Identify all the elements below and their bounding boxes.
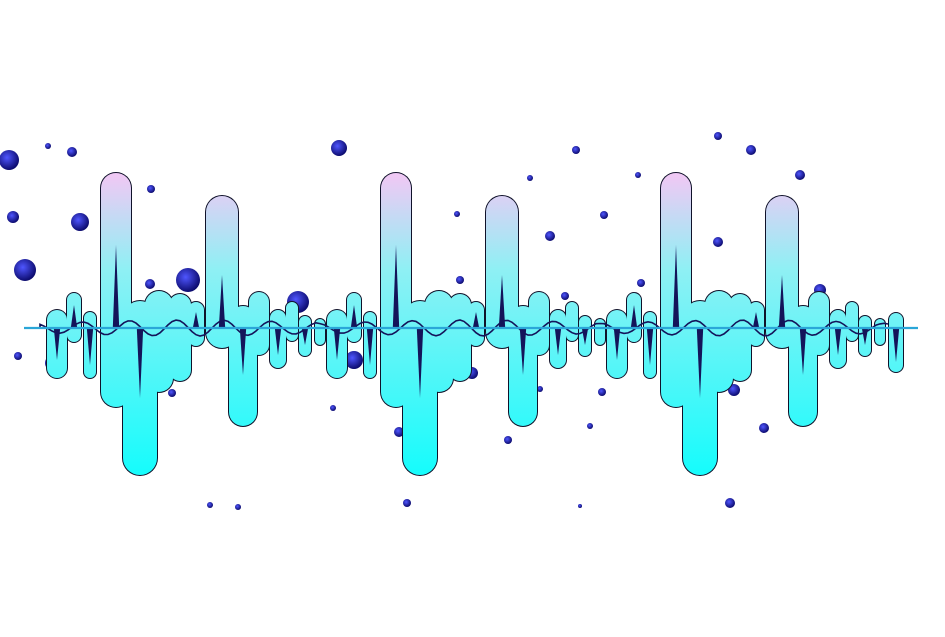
wave-spike bbox=[519, 328, 527, 375]
bubble bbox=[7, 211, 19, 223]
bubble bbox=[45, 143, 51, 149]
bubble bbox=[561, 292, 569, 300]
wave-spike bbox=[350, 305, 358, 328]
wave-spike bbox=[672, 245, 680, 328]
bubble bbox=[456, 276, 464, 284]
bubble bbox=[207, 502, 213, 508]
bubble bbox=[145, 279, 155, 289]
bubble bbox=[635, 172, 641, 178]
bubble bbox=[537, 386, 543, 392]
bubble bbox=[147, 185, 155, 193]
bubble bbox=[330, 405, 336, 411]
bubble bbox=[637, 279, 645, 287]
wave-spike bbox=[136, 328, 144, 398]
bubble bbox=[572, 146, 580, 154]
wave-spike bbox=[70, 305, 78, 328]
wave-spike bbox=[274, 328, 282, 355]
bubble bbox=[71, 213, 89, 231]
wave-spike bbox=[53, 328, 61, 360]
wave-spike bbox=[799, 328, 807, 375]
bubble bbox=[504, 436, 512, 444]
wave-inner-line bbox=[39, 319, 889, 337]
wave-spike bbox=[301, 328, 309, 345]
wave-spike bbox=[218, 275, 226, 328]
bubbles-layer bbox=[0, 132, 826, 510]
wave-spike bbox=[112, 245, 120, 328]
bubble bbox=[527, 175, 533, 181]
wave-spike bbox=[630, 305, 638, 328]
wave-spike bbox=[333, 328, 341, 360]
bubble bbox=[403, 499, 411, 507]
bubble bbox=[714, 132, 722, 140]
wave-spike bbox=[554, 328, 562, 355]
bubble bbox=[168, 389, 176, 397]
wave-spike bbox=[613, 328, 621, 360]
wave-cycle bbox=[606, 172, 904, 476]
bubble bbox=[176, 268, 200, 292]
bubble bbox=[587, 423, 593, 429]
bubble bbox=[578, 504, 582, 508]
wave-cycle bbox=[46, 172, 344, 476]
wave-spike bbox=[752, 312, 760, 328]
wave-spike bbox=[646, 328, 654, 365]
wave-spike bbox=[239, 328, 247, 375]
wave-spike bbox=[366, 328, 374, 365]
wave-spike bbox=[472, 312, 480, 328]
bubble bbox=[725, 498, 735, 508]
waveform bbox=[39, 172, 904, 476]
bubble bbox=[14, 352, 22, 360]
wave-spike bbox=[192, 312, 200, 328]
wave-spike bbox=[86, 328, 94, 365]
bubble bbox=[0, 150, 19, 170]
bubble bbox=[600, 211, 608, 219]
wave-spike bbox=[892, 328, 900, 362]
bubble bbox=[331, 140, 347, 156]
bubble bbox=[713, 237, 723, 247]
bubble bbox=[14, 259, 36, 281]
bubble bbox=[795, 170, 805, 180]
bubble bbox=[394, 427, 404, 437]
bubble bbox=[746, 145, 756, 155]
bubble bbox=[345, 351, 363, 369]
bubble bbox=[598, 388, 606, 396]
wave-spike bbox=[834, 328, 842, 355]
wave-spike bbox=[696, 328, 704, 398]
bubble bbox=[759, 423, 769, 433]
bubble bbox=[545, 231, 555, 241]
wave-spike bbox=[778, 275, 786, 328]
bubble bbox=[67, 147, 77, 157]
wave-spike bbox=[498, 275, 506, 328]
bubble bbox=[454, 211, 460, 217]
wave-spike bbox=[416, 328, 424, 398]
wave-spike bbox=[392, 245, 400, 328]
wave-cycle bbox=[326, 172, 624, 476]
bubble bbox=[235, 504, 241, 510]
